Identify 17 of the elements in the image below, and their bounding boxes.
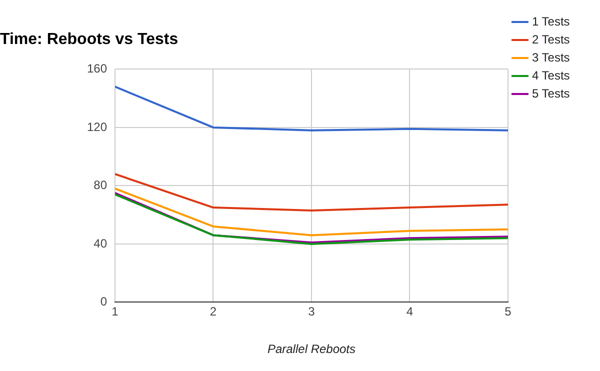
- y-tick-label: 160: [86, 62, 108, 76]
- y-tick-label: 0: [100, 294, 108, 309]
- x-tick-label: 5: [504, 304, 512, 319]
- legend-label: 2 Tests: [532, 32, 570, 46]
- legend-label: 1 Tests: [532, 14, 570, 28]
- x-tick-label: 2: [210, 304, 217, 319]
- legend-label: 4 Tests: [532, 68, 570, 82]
- y-tick-label: 40: [94, 236, 108, 250]
- x-axis-title: Parallel Reboots: [267, 342, 356, 356]
- y-tick-label: 80: [94, 178, 108, 192]
- x-tick-label: 3: [308, 304, 316, 319]
- chart-title: Time: Reboots vs Tests: [0, 31, 178, 48]
- y-tick-label: 120: [86, 120, 108, 134]
- x-tick-label: 1: [112, 304, 119, 319]
- legend-label: 5 Tests: [532, 86, 570, 100]
- x-tick-label: 4: [406, 304, 414, 319]
- legend-label: 3 Tests: [532, 50, 570, 64]
